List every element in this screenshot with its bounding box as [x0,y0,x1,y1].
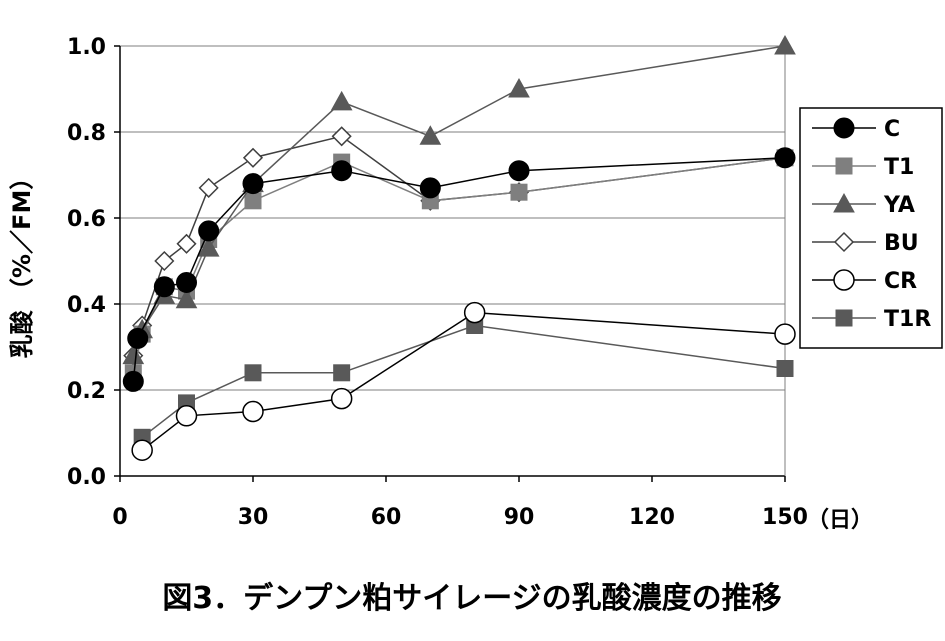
series-line-T1 [132,157,786,373]
data-point-YA [175,288,198,309]
data-point-T1 [510,183,528,201]
data-point-C [198,220,220,242]
data-point-BU [242,147,264,168]
data-point-BU [331,126,352,147]
y-tick-label: 0.0 [67,465,106,490]
data-point-CR [175,405,198,427]
series-line-YA [132,45,786,356]
legend-marker [833,269,855,291]
x-tick-labels: 0 30 60 90 120 150 [112,505,808,530]
x-tick-label: 90 [504,505,535,530]
series-line-C [132,157,786,382]
legend-marker [833,231,855,253]
legend-box [799,107,943,349]
data-point-C [774,147,796,169]
x-tick-label: 150 [762,505,808,530]
legend-item-CR: CR [812,269,917,294]
data-point-CR [463,301,486,324]
series-line-T1R [141,324,786,438]
legend-item-T1: T1 [812,155,914,180]
data-point-YA [774,34,796,55]
data-point-BU [176,233,197,254]
data-point-YA [419,125,442,145]
legend-item-BU: BU [812,231,919,256]
legend-marker [835,157,853,175]
y-tick-label: 0.4 [67,293,106,318]
data-point-YA [508,77,530,98]
gridlines [120,45,785,391]
series-T1 [124,149,794,382]
data-point-YA [122,344,145,365]
x-tick-label: 60 [371,505,402,530]
data-point-C [153,276,175,298]
data-point-C [242,173,264,195]
data-point-CR [774,323,796,345]
data-point-BU [154,250,175,272]
data-point-CR [330,387,353,410]
data-point-C [176,272,197,293]
y-axis-label: 乳酸 （%／FM） [8,166,36,359]
series-T1R [133,317,794,446]
x-tick-label: 0 [112,505,127,530]
legend-item-YA: YA [812,192,915,218]
data-point-T1R [776,360,794,377]
legend-label: C [884,117,900,142]
axes [114,45,786,482]
series-group [122,34,796,461]
legend-label: CR [884,269,917,294]
series-C [122,147,796,392]
data-point-C [419,177,441,199]
data-point-C [331,160,353,182]
x-tick-label: 120 [629,505,675,530]
series-YA [122,34,796,365]
x-axis-unit: （日） [807,508,873,533]
data-point-C [122,370,144,392]
y-tick-label: 0.6 [67,207,106,232]
legend-label: YA [883,193,915,218]
series-CR [131,301,796,461]
y-tick-label: 0.2 [67,379,106,404]
data-point-T1 [244,192,262,210]
y-tick-label: 1.0 [67,35,106,60]
data-point-C [127,327,149,349]
legend-marker [835,309,853,327]
x-tick-label: 30 [238,505,269,530]
series-line-CR [141,311,786,451]
y-tick-label: 0.8 [67,121,106,146]
legend-item-C: C [812,117,900,142]
legend-marker [833,192,855,213]
legend-marker [833,117,855,139]
data-point-T1R [244,364,262,382]
data-point-CR [242,400,264,423]
data-point-CR [131,439,153,461]
legend-label: BU [884,231,919,256]
data-point-T1R [333,364,351,382]
data-point-BU [198,177,219,198]
legend: C T1 YA BU CR T1R [799,107,943,349]
data-point-C [508,160,530,182]
legend-label: T1R [884,307,931,332]
data-point-YA [197,237,220,257]
figure-caption: 図3．デンプン粕サイレージの乳酸濃度の推移 [162,581,781,616]
legend-item-T1R: T1R [812,307,931,332]
legend-label: T1 [884,155,914,180]
data-point-YA [330,90,353,111]
y-tick-labels: 0.0 0.2 0.4 0.6 0.8 1.0 [67,35,106,490]
